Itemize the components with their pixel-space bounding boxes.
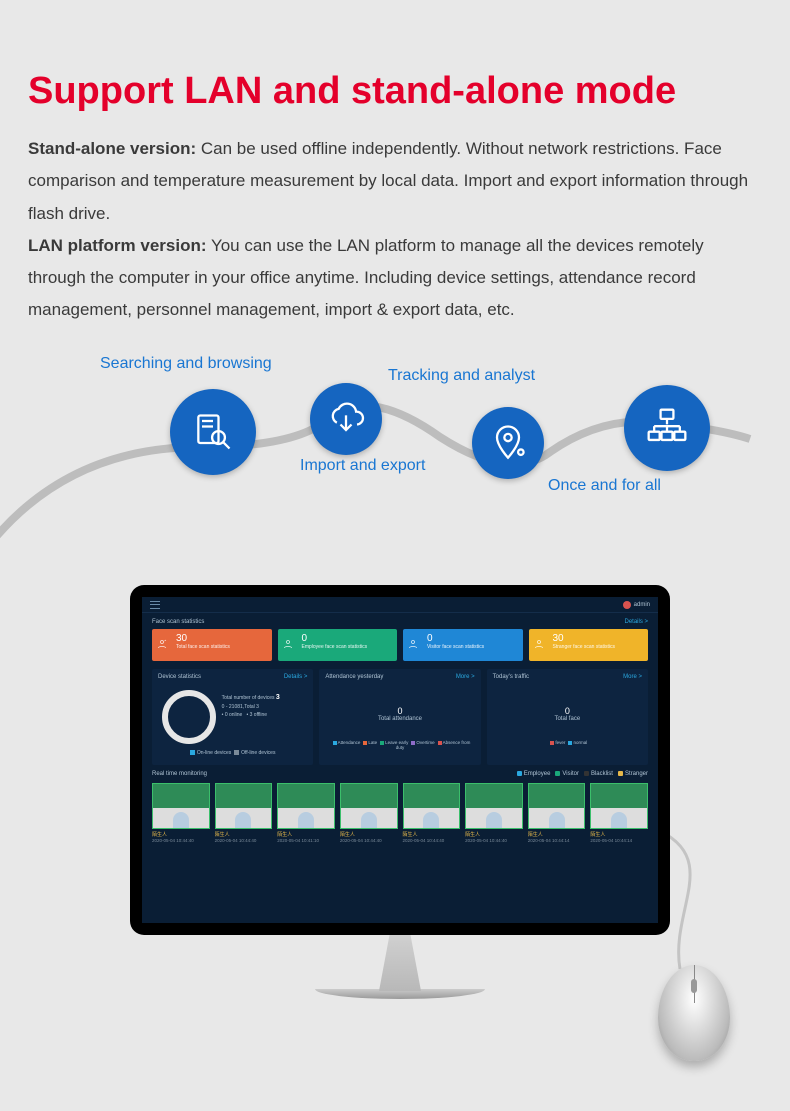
menu-icon[interactable] (150, 601, 160, 609)
flow-label-search: Searching and browsing (100, 355, 272, 373)
search-icon (170, 389, 256, 475)
panel-device-details[interactable]: Details > (284, 674, 308, 680)
mouse-device (658, 965, 730, 1061)
network-devices-icon (624, 385, 710, 471)
attend-value: 0 (325, 706, 474, 716)
panel-attend-title: Attendance yesterday (325, 674, 383, 680)
standalone-bold: Stand-alone version: (28, 139, 196, 158)
device-total-label: Total number of devices (222, 695, 275, 701)
admin-badge[interactable]: admin (623, 601, 650, 609)
legend-offline: Off-line devices (234, 750, 275, 756)
panel-device: Device statistics Details > Total number … (152, 669, 313, 765)
panel-attend-more[interactable]: More > (456, 674, 475, 680)
realtime-item[interactable]: 陌生人2020-05-04 10:44:14 (528, 783, 586, 843)
realtime-item[interactable]: 陌生人2020-05-04 10:44:40 (403, 783, 461, 843)
attend-label: Total attendance (325, 716, 474, 722)
traffic-label: Total face (493, 716, 642, 722)
page-title: Support LAN and stand-alone mode (0, 0, 790, 133)
panel-attendance: Attendance yesterday More > 0Total attend… (319, 669, 480, 765)
cloud-download-icon (310, 383, 382, 455)
lan-bold: LAN platform version: (28, 236, 207, 255)
realtime-title: Real time monitoring (152, 771, 207, 777)
flow-label-once: Once and for all (548, 477, 661, 495)
realtime-thumbs: 陌生人2020-05-04 10:44:40陌生人2020-05-04 10:4… (142, 781, 658, 849)
device-sub: 0 - 21081,Total 3 (222, 704, 259, 710)
stats-section-title: Face scan statistics (152, 619, 204, 625)
realtime-item[interactable]: 陌生人2020-05-04 10:44:40 (152, 783, 210, 843)
flow-label-import: Import and export (300, 457, 425, 475)
traffic-value: 0 (493, 706, 642, 716)
card-visitor[interactable]: 0Visitor face scan statistics (403, 629, 523, 661)
realtime-item[interactable]: 陌生人2020-05-04 10:44:40 (465, 783, 523, 843)
realtime-item[interactable]: 陌生人2020-05-04 10:44:14 (590, 783, 648, 843)
monitor: admin Face scan statistics Details > 30T… (130, 585, 670, 999)
card-total[interactable]: 30Total face scan statistics (152, 629, 272, 661)
monitor-bezel: admin Face scan statistics Details > 30T… (130, 585, 670, 935)
realtime-item[interactable]: 陌生人2020-05-04 10:44:40 (340, 783, 398, 843)
realtime-legend: EmployeeVisitorBlacklistStranger (512, 771, 648, 777)
legend-online: On-line devices (190, 750, 231, 756)
realtime-item[interactable]: 陌生人2020-05-04 10:44:40 (215, 783, 273, 843)
details-link[interactable]: Details > (624, 619, 648, 625)
donut-chart (162, 690, 216, 744)
card-employee[interactable]: 0Employee face scan statistics (278, 629, 398, 661)
realtime-item[interactable]: 陌生人2020-05-04 10:41:10 (277, 783, 335, 843)
device-total: 3 (276, 694, 280, 701)
attend-legend: AttendanceLateLeave earlyOvertimeAbsence… (325, 740, 474, 750)
topbar: admin (142, 597, 658, 613)
admin-label: admin (634, 602, 650, 608)
location-pin-icon (472, 407, 544, 479)
flow-diagram: Searching and browsing Import and export… (0, 347, 790, 557)
panel-traffic: Today's traffic More > 0Total face fevern… (487, 669, 648, 765)
device-offline: 3 offline (250, 712, 267, 718)
description: Stand-alone version: Can be used offline… (0, 133, 790, 327)
monitor-stand (365, 935, 435, 991)
avatar-icon (623, 601, 631, 609)
card-stranger[interactable]: 30Stranger face scan statistics (529, 629, 649, 661)
stat-cards: 30Total face scan statistics 0Employee f… (142, 629, 658, 661)
dashboard-screen: admin Face scan statistics Details > 30T… (142, 597, 658, 923)
panel-traffic-title: Today's traffic (493, 674, 529, 680)
panel-traffic-more[interactable]: More > (623, 674, 642, 680)
device-online: 0 online (225, 712, 243, 718)
flow-label-track: Tracking and analyst (388, 367, 535, 385)
traffic-legend: fevernormal (493, 740, 642, 745)
panel-device-title: Device statistics (158, 674, 201, 680)
